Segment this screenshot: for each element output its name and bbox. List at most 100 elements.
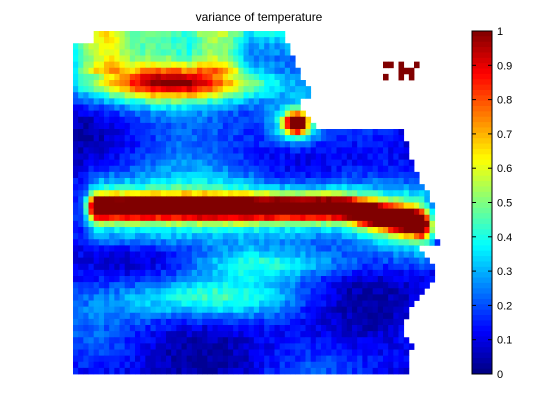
heatmap-cell bbox=[295, 312, 301, 320]
colorbar-segment bbox=[472, 202, 492, 209]
heatmap-cell bbox=[403, 147, 410, 154]
heatmap-cell bbox=[78, 116, 84, 124]
heatmap-cell bbox=[150, 67, 157, 75]
heatmap-cell bbox=[135, 251, 141, 259]
heatmap-cell bbox=[83, 135, 89, 142]
heatmap-cell bbox=[222, 104, 229, 112]
heatmap-cell bbox=[191, 288, 198, 295]
heatmap-cell bbox=[160, 61, 167, 69]
heatmap-cell bbox=[171, 190, 177, 197]
heatmap-cell bbox=[269, 159, 275, 167]
heatmap-cell bbox=[73, 318, 79, 326]
heatmap-cell bbox=[315, 282, 322, 289]
heatmap-cell bbox=[295, 282, 301, 289]
heatmap-cell bbox=[238, 104, 244, 112]
heatmap-cell bbox=[383, 129, 389, 136]
heatmap-cell bbox=[186, 86, 193, 93]
heatmap-cell bbox=[295, 153, 301, 161]
heatmap-cell bbox=[336, 129, 343, 136]
heatmap-cell bbox=[264, 165, 270, 173]
colorbar-tick-label: 0.7 bbox=[497, 129, 512, 141]
heatmap-cell bbox=[253, 92, 260, 99]
heatmap-cell bbox=[135, 184, 141, 191]
heatmap-cell bbox=[135, 31, 141, 38]
heatmap-cell bbox=[98, 263, 105, 271]
heatmap-cell bbox=[109, 239, 115, 246]
heatmap-cell bbox=[104, 98, 110, 105]
heatmap-cell bbox=[222, 110, 229, 118]
heatmap-cell bbox=[243, 49, 250, 56]
heatmap-cell bbox=[176, 331, 182, 338]
heatmap-cell bbox=[305, 325, 312, 332]
heatmap-cell bbox=[259, 257, 265, 265]
heatmap-cell bbox=[83, 61, 89, 69]
heatmap-cell bbox=[284, 331, 291, 338]
heatmap-cell bbox=[259, 331, 265, 338]
heatmap-cell bbox=[295, 208, 301, 216]
heatmap-cell bbox=[357, 337, 363, 344]
heatmap-cell bbox=[238, 325, 244, 332]
heatmap-cell bbox=[129, 196, 136, 203]
heatmap-cell bbox=[212, 135, 219, 142]
colorbar-segment bbox=[472, 288, 492, 295]
heatmap-cell bbox=[233, 239, 239, 246]
heatmap-cell bbox=[191, 135, 198, 142]
heatmap-cell bbox=[166, 251, 172, 259]
heatmap-cell bbox=[155, 257, 162, 265]
heatmap-cell bbox=[93, 251, 100, 259]
heatmap-cell bbox=[217, 31, 224, 38]
heatmap-cell bbox=[228, 312, 234, 320]
heatmap-cell bbox=[300, 214, 306, 222]
heatmap-cell bbox=[104, 288, 110, 295]
heatmap-cell bbox=[367, 355, 374, 363]
heatmap-cell bbox=[186, 147, 193, 154]
heatmap-cell bbox=[155, 245, 162, 252]
heatmap-cell bbox=[403, 67, 410, 75]
heatmap-cell bbox=[341, 325, 348, 332]
heatmap-cell bbox=[186, 116, 193, 124]
heatmap-cell bbox=[135, 318, 141, 326]
heatmap-cell bbox=[78, 49, 84, 56]
heatmap-cell bbox=[202, 214, 208, 222]
heatmap-cell bbox=[88, 122, 95, 130]
heatmap-cell bbox=[290, 349, 296, 357]
heatmap-cell bbox=[398, 361, 405, 369]
heatmap-cell bbox=[176, 165, 182, 173]
heatmap-cell bbox=[279, 263, 286, 271]
colorbar-segment bbox=[472, 309, 492, 316]
heatmap-cell bbox=[145, 233, 151, 240]
heatmap-cell bbox=[383, 337, 389, 344]
heatmap-cell bbox=[145, 110, 151, 118]
heatmap-cell bbox=[104, 239, 110, 246]
heatmap-cell bbox=[346, 190, 353, 197]
heatmap-cell bbox=[98, 233, 105, 240]
heatmap-cell bbox=[78, 110, 84, 118]
heatmap-cell bbox=[352, 306, 358, 314]
heatmap-cell bbox=[228, 31, 234, 38]
heatmap-cell bbox=[228, 263, 234, 271]
heatmap-cell bbox=[197, 171, 203, 179]
heatmap-cell bbox=[135, 147, 141, 154]
heatmap-cell bbox=[403, 367, 410, 375]
heatmap-cell bbox=[372, 190, 379, 197]
heatmap-cell bbox=[109, 269, 115, 277]
heatmap-cell bbox=[202, 257, 208, 265]
colorbar-segment bbox=[472, 79, 492, 86]
heatmap-cell bbox=[191, 208, 198, 216]
heatmap-cell bbox=[207, 306, 213, 314]
heatmap-cell bbox=[279, 31, 286, 38]
heatmap-cell bbox=[88, 282, 95, 289]
heatmap-cell bbox=[362, 263, 368, 271]
heatmap-cell bbox=[135, 361, 141, 369]
heatmap-cell bbox=[129, 55, 136, 63]
heatmap-cell bbox=[83, 196, 89, 203]
heatmap-cell bbox=[222, 349, 229, 357]
heatmap-cell bbox=[279, 122, 286, 130]
heatmap-cell bbox=[315, 300, 322, 308]
heatmap-cell bbox=[362, 367, 368, 375]
heatmap-cell bbox=[243, 306, 250, 314]
heatmap-cell bbox=[129, 122, 136, 130]
heatmap-cell bbox=[124, 116, 131, 124]
heatmap-cell bbox=[171, 49, 177, 56]
heatmap-cell bbox=[341, 153, 348, 161]
